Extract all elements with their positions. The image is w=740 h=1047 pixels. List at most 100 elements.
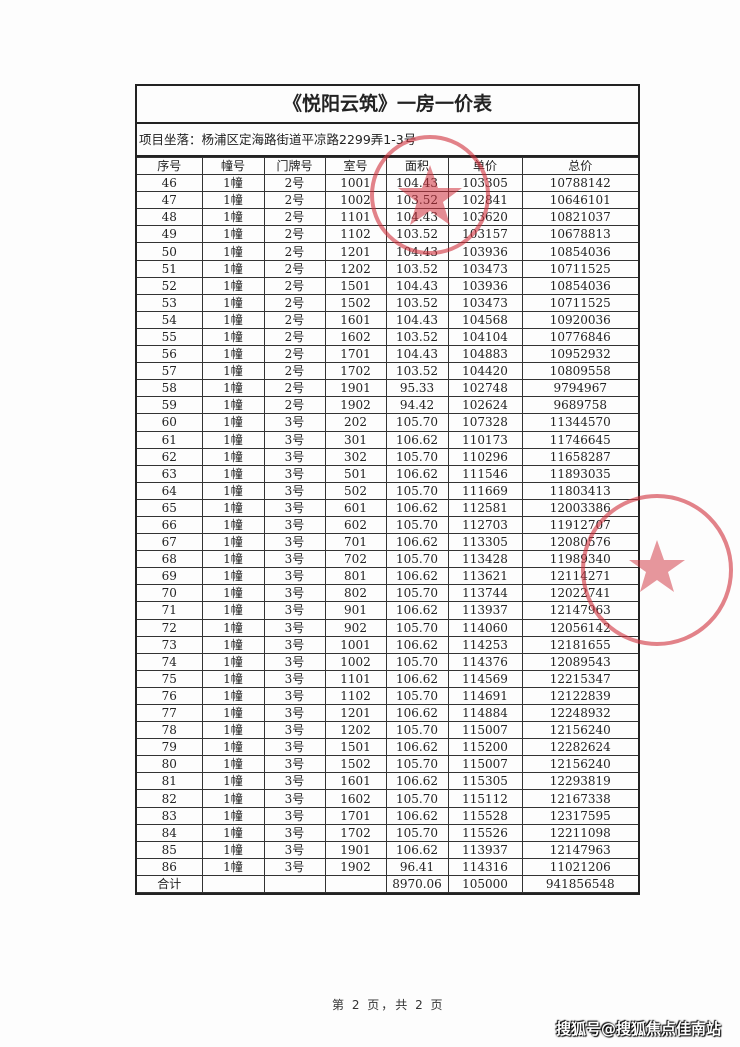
table-cell: 3号 [263,703,326,723]
table-cell: 1幢 [201,276,265,295]
table-row: 57 1幢 2号 1702 103.52 104420 10809558 [137,362,638,381]
table-cell: 103936 [447,242,523,261]
table-cell: 12156240 [521,721,638,740]
table-cell: 61 [137,430,203,449]
table-row: 79 1幢 3号 1501 106.62 115200 12282624 [137,738,638,757]
table-cell: 1幢 [201,242,265,261]
table-cell: 702 [324,550,387,569]
table-cell: 1602 [324,789,387,808]
table-cell: 106.62 [385,806,449,825]
table-cell: 1902 [324,396,387,415]
table-cell: 78 [137,721,203,740]
table-cell: 1002 [324,652,387,671]
table-cell: 106.62 [385,703,449,723]
table-row: 49 1幢 2号 1102 103.52 103157 10678813 [137,225,638,244]
table-cell: 106.62 [385,772,449,791]
table-row: 86 1幢 3号 1902 96.41 114316 11021206 [137,857,638,876]
table-cell: 104104 [447,327,523,347]
table-cell: 55 [137,327,203,347]
table-row: 68 1幢 3号 702 105.70 113428 11989340 [137,550,638,569]
table-cell: 1幢 [201,174,265,193]
table-cell: 1201 [324,242,387,261]
table-cell: 12089543 [521,652,638,671]
table-cell: 1幢 [201,618,265,637]
table-row: 59 1幢 2号 1902 94.42 102624 9689758 [137,396,638,415]
table-cell: 56 [137,345,203,364]
table-cell: 114316 [447,857,523,876]
table-cell: 104.43 [385,276,449,295]
table-cell: 71 [137,601,203,620]
table-cell: 3号 [263,857,326,876]
table-cell: 3号 [263,430,326,449]
column-header: 单价 [447,156,523,176]
table-cell: 10854036 [521,276,638,295]
table-cell: 60 [137,413,203,432]
table-cell: 2号 [263,191,326,210]
table-cell: 70 [137,584,203,603]
watermark: 搜狐号@搜狐焦点佳南站 [556,1020,722,1038]
table-cell: 3号 [263,584,326,603]
table-cell: 10821037 [521,208,638,227]
table-cell: 2号 [263,208,326,227]
table-cell: 1901 [324,379,387,398]
table-cell: 3号 [263,567,326,586]
table-cell: 1幢 [201,191,265,210]
table-cell: 12317595 [521,806,638,825]
table-cell: 48 [137,208,203,227]
table-cell: 103.52 [385,362,449,381]
table-cell: 1幢 [201,601,265,620]
table-cell: 106.62 [385,498,449,517]
table-cell: 12156240 [521,755,638,774]
table-cell: 3号 [263,464,326,483]
table-cell: 114569 [447,669,523,688]
table-cell: 1幢 [201,635,265,654]
table-row: 47 1幢 2号 1002 103.52 102841 10646101 [137,191,638,210]
table-cell: 3号 [263,618,326,637]
table-cell: 103.52 [385,259,449,278]
table-cell: 11912707 [521,515,638,535]
table-cell: 58 [137,379,203,398]
table-cell: 67 [137,533,203,552]
table-cell: 1202 [324,259,387,278]
total-cell [201,874,265,894]
table-cell: 1幢 [201,498,265,517]
table-cell: 2号 [263,362,326,381]
column-header: 序号 [137,156,203,176]
table-cell: 1幢 [201,310,265,329]
table-cell: 3号 [263,481,326,500]
table-cell: 1幢 [201,515,265,535]
table-cell: 79 [137,738,203,757]
table-cell: 105.70 [385,413,449,432]
table-cell: 1幢 [201,464,265,483]
table-row: 75 1幢 3号 1101 106.62 114569 12215347 [137,669,638,688]
table-cell: 104883 [447,345,523,364]
table-cell: 111669 [447,481,523,500]
price-list-document: 《悦阳云筑》一房一价表 项目坐落：杨浦区定海路街道平凉路2299弄1-3号 序号… [135,84,640,896]
table-row: 69 1幢 3号 801 106.62 113621 12114271 [137,567,638,586]
table-cell: 501 [324,464,387,483]
table-cell: 1幢 [201,362,265,381]
table-cell: 105.70 [385,584,449,603]
table-cell: 102624 [447,396,523,415]
table-cell: 113937 [447,840,523,859]
table-row: 66 1幢 3号 602 105.70 112703 11912707 [137,515,638,535]
table-cell: 9689758 [521,396,638,415]
table-cell: 1幢 [201,823,265,842]
table-cell: 104.43 [385,310,449,329]
table-cell: 51 [137,259,203,278]
table-cell: 1601 [324,772,387,791]
table-cell: 111546 [447,464,523,483]
table-row: 51 1幢 2号 1202 103.52 103473 10711525 [137,259,638,278]
table-cell: 3号 [263,413,326,432]
table-cell: 46 [137,174,203,193]
table-cell: 106.62 [385,738,449,757]
table-row: 58 1幢 2号 1901 95.33 102748 9794967 [137,379,638,398]
table-cell: 1501 [324,276,387,295]
table-cell: 110173 [447,430,523,449]
table-cell: 3号 [263,498,326,517]
table-cell: 12122839 [521,686,638,706]
table-cell: 105.70 [385,447,449,466]
table-cell: 802 [324,584,387,603]
table-cell: 11893035 [521,464,638,483]
table-cell: 105.70 [385,618,449,637]
